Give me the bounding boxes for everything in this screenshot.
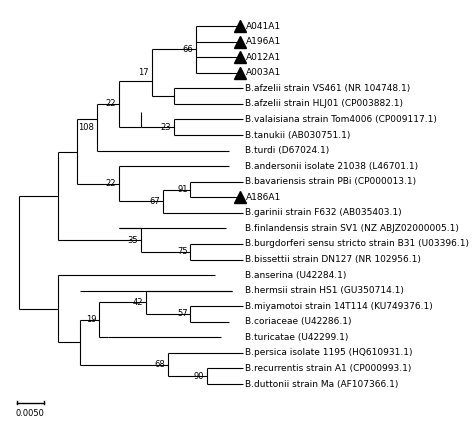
Text: 22: 22 xyxy=(105,179,116,188)
Text: 75: 75 xyxy=(177,247,188,256)
Text: A012A1: A012A1 xyxy=(246,53,281,62)
Text: 0.0050: 0.0050 xyxy=(16,409,45,418)
Text: B.burgdorferi sensu stricto strain B31 (U03396.1): B.burgdorferi sensu stricto strain B31 (… xyxy=(246,239,469,249)
Text: B.tanukii (AB030751.1): B.tanukii (AB030751.1) xyxy=(246,130,351,140)
Text: A003A1: A003A1 xyxy=(246,68,281,77)
Text: 67: 67 xyxy=(149,197,160,206)
Text: B.bissettii strain DN127 (NR 102956.1): B.bissettii strain DN127 (NR 102956.1) xyxy=(246,255,421,264)
Text: B.duttonii strain Ma (AF107366.1): B.duttonii strain Ma (AF107366.1) xyxy=(246,379,399,389)
Text: B.miyamotoi strain 14T114 (KU749376.1): B.miyamotoi strain 14T114 (KU749376.1) xyxy=(246,302,433,311)
Text: A186A1: A186A1 xyxy=(246,193,281,202)
Text: 19: 19 xyxy=(86,315,97,325)
Text: 91: 91 xyxy=(177,185,188,194)
Text: B.hermsii strain HS1 (GU350714.1): B.hermsii strain HS1 (GU350714.1) xyxy=(246,286,404,295)
Text: B.finlandensis strain SV1 (NZ ABJZ02000005.1): B.finlandensis strain SV1 (NZ ABJZ020000… xyxy=(246,224,459,233)
Text: B.garinii strain F632 (AB035403.1): B.garinii strain F632 (AB035403.1) xyxy=(246,208,402,217)
Text: B.anserina (U42284.1): B.anserina (U42284.1) xyxy=(246,271,347,280)
Text: B.turdi (D67024.1): B.turdi (D67024.1) xyxy=(246,146,330,155)
Text: 68: 68 xyxy=(155,360,165,369)
Text: 90: 90 xyxy=(193,372,204,381)
Text: 17: 17 xyxy=(138,68,149,77)
Text: B.afzelii strain HLJ01 (CP003882.1): B.afzelii strain HLJ01 (CP003882.1) xyxy=(246,100,403,108)
Text: B.coriaceae (U42286.1): B.coriaceae (U42286.1) xyxy=(246,317,352,326)
Text: A041A1: A041A1 xyxy=(246,22,281,31)
Text: B.recurrentis strain A1 (CP000993.1): B.recurrentis strain A1 (CP000993.1) xyxy=(246,364,412,373)
Text: 42: 42 xyxy=(133,298,144,307)
Text: 108: 108 xyxy=(78,123,94,132)
Text: B.andersonii isolate 21038 (L46701.1): B.andersonii isolate 21038 (L46701.1) xyxy=(246,162,419,170)
Text: 66: 66 xyxy=(182,45,193,54)
Text: B.valaisiana strain Tom4006 (CP009117.1): B.valaisiana strain Tom4006 (CP009117.1) xyxy=(246,115,438,124)
Text: 57: 57 xyxy=(177,309,188,319)
Text: A196A1: A196A1 xyxy=(246,37,281,46)
Text: B.persica isolate 1195 (HQ610931.1): B.persica isolate 1195 (HQ610931.1) xyxy=(246,349,413,357)
Text: B.afzelii strain VS461 (NR 104748.1): B.afzelii strain VS461 (NR 104748.1) xyxy=(246,84,411,93)
Text: 22: 22 xyxy=(105,100,116,108)
Text: B.turicatae (U42299.1): B.turicatae (U42299.1) xyxy=(246,333,349,342)
Text: B.bavariensis strain PBi (CP000013.1): B.bavariensis strain PBi (CP000013.1) xyxy=(246,177,417,186)
Text: 35: 35 xyxy=(128,235,138,245)
Text: 23: 23 xyxy=(160,123,171,132)
